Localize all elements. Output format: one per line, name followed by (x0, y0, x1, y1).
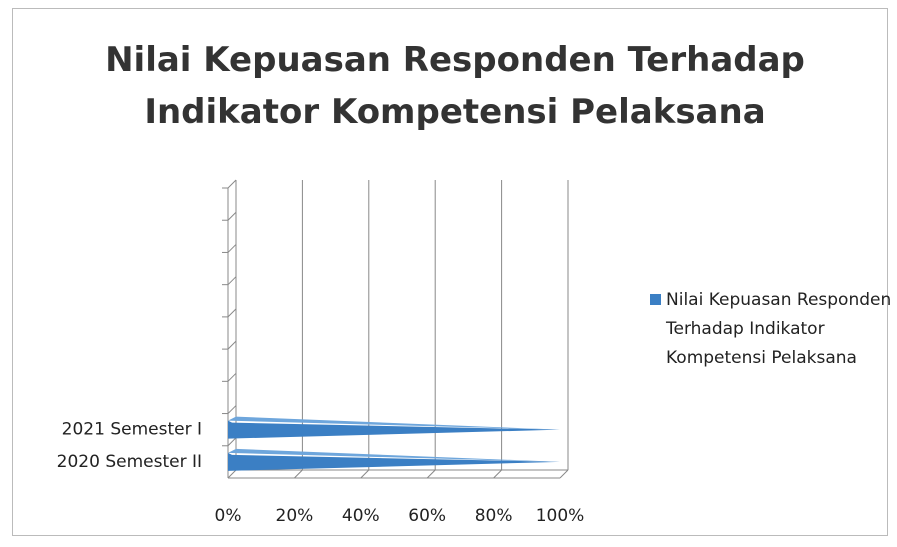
bar-top (228, 416, 560, 430)
chart-frame (12, 8, 888, 536)
chart-title: Nilai Kepuasan Responden Terhadap Indika… (105, 40, 805, 132)
legend: Nilai Kepuasan Responden Terhadap Indika… (650, 286, 897, 373)
x-tick-label: 20% (276, 506, 314, 526)
x-tick-label: 0% (215, 506, 242, 526)
y-tick-label: 2020 Semester II (57, 452, 202, 472)
grid-floor (426, 469, 436, 479)
grid-floor (294, 469, 303, 479)
x-tick-label: 40% (342, 506, 380, 526)
y-tick-join (227, 372, 237, 382)
grid-floor (227, 469, 237, 479)
bar (228, 448, 560, 471)
bar-top (228, 448, 560, 462)
y-tick-join (227, 244, 237, 253)
x-tick-label: 80% (475, 506, 513, 526)
bar-face (228, 420, 560, 439)
legend-label: Nilai Kepuasan Responden Terhadap Indika… (666, 290, 892, 368)
y-tick-join (227, 308, 237, 318)
y-tick-join (227, 405, 237, 414)
y-tick-join (227, 211, 237, 221)
grid-floor (493, 469, 502, 479)
x-tick-label: 60% (408, 506, 446, 526)
y-tick-join (227, 437, 237, 447)
legend-swatch (650, 294, 661, 305)
y-tick-join (227, 276, 237, 286)
x-tick-label: 100% (536, 506, 585, 526)
bar (228, 416, 560, 439)
y-tick-join (227, 179, 237, 189)
grid-floor (360, 469, 370, 479)
y-tick-join (227, 340, 237, 350)
grid-floor (559, 469, 569, 479)
bar-face (228, 452, 560, 471)
y-tick-label: 2021 Semester I (62, 420, 202, 440)
